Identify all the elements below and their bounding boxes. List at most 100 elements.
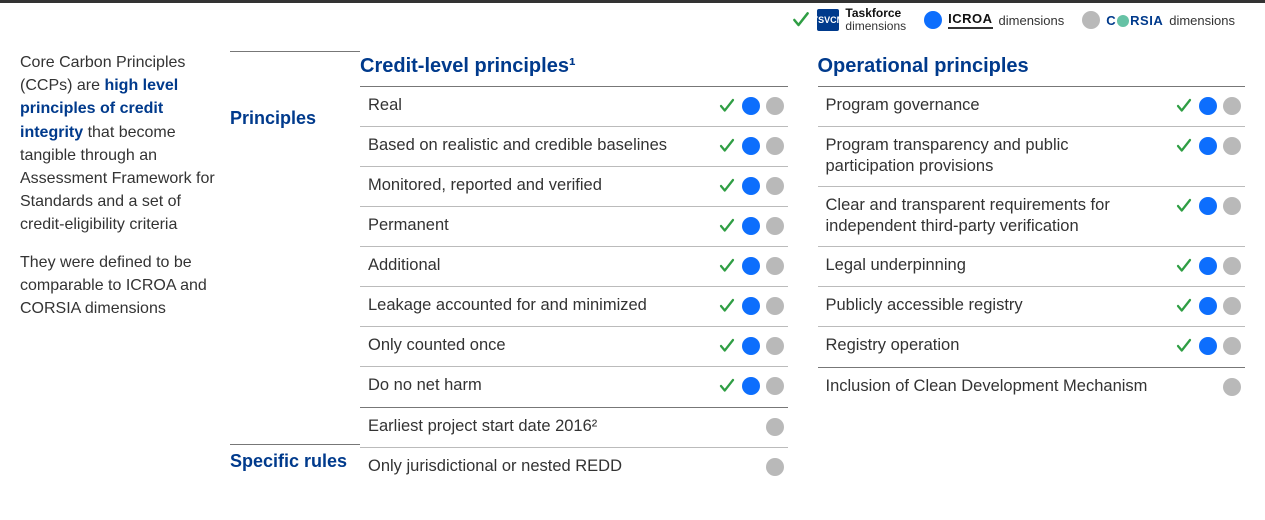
columns-wrapper: Principles Specific rules Credit-level p…	[230, 51, 1245, 488]
grey-dot-icon	[766, 137, 784, 155]
legend-corsia-wordmark: C RSIA	[1106, 13, 1163, 28]
right-column: Operational principles Program governanc…	[818, 51, 1246, 488]
table-row: Program governance	[818, 87, 1246, 127]
entry-label: Real	[368, 95, 699, 116]
table-row: Earliest project start date 2016²	[360, 408, 788, 448]
data-columns: Credit-level principles¹ Real Based on re…	[360, 51, 1245, 488]
legend-icroa-label: dimensions	[999, 13, 1065, 28]
corsia-suffix: RSIA	[1130, 13, 1163, 28]
check-icon	[718, 177, 736, 195]
table-row: Do no net harm	[360, 367, 788, 407]
check-icon	[718, 97, 736, 115]
indicators	[709, 375, 784, 395]
entry-label: Additional	[368, 255, 699, 276]
legend-icroa: ICROA dimensions	[924, 11, 1064, 29]
indicators	[709, 295, 784, 315]
indicators	[709, 215, 784, 235]
table-row: Publicly accessible registry	[818, 287, 1246, 327]
indicators	[709, 416, 784, 436]
left-rules-list: Earliest project start date 2016² Only ju…	[360, 407, 788, 488]
check-icon	[718, 297, 736, 315]
table-row: Program transparency and public particip…	[818, 127, 1246, 187]
blue-dot-icon	[1199, 257, 1217, 275]
entry-label: Monitored, reported and verified	[368, 175, 699, 196]
grey-dot-icon	[766, 418, 784, 436]
entry-label: Program governance	[826, 95, 1157, 116]
grey-dot-icon	[766, 177, 784, 195]
entry-label: Registry operation	[826, 335, 1157, 356]
corsia-prefix: C	[1106, 13, 1116, 28]
indicators	[1166, 95, 1241, 115]
grey-dot-icon	[766, 377, 784, 395]
indicators	[709, 456, 784, 476]
grey-dot-icon	[766, 257, 784, 275]
table-row: Based on realistic and credible baseline…	[360, 127, 788, 167]
indicators	[1166, 295, 1241, 315]
legend-corsia: CRSIA dimensions	[1082, 11, 1235, 29]
legend-icroa-text: ICROA	[948, 11, 992, 26]
grey-dot-icon	[766, 458, 784, 476]
check-icon	[718, 257, 736, 275]
check-icon	[1175, 97, 1193, 115]
blue-dot-icon	[742, 257, 760, 275]
sidebar-para-2: They were defined to be comparable to IC…	[20, 251, 220, 321]
left-principles-list: Real Based on realistic and credible base…	[360, 86, 788, 407]
check-icon	[718, 137, 736, 155]
entry-label: Only jurisdictional or nested REDD	[368, 456, 699, 477]
blue-dot-icon	[1199, 97, 1217, 115]
indicators	[709, 95, 784, 115]
check-icon	[1175, 137, 1193, 155]
grey-dot-icon	[766, 217, 784, 235]
right-principles-list: Program governance Program transparency a…	[818, 86, 1246, 367]
grey-dot-icon	[1223, 97, 1241, 115]
table-row: Permanent	[360, 207, 788, 247]
right-rules-list: Inclusion of Clean Development Mechanism	[818, 367, 1246, 408]
entry-label: Do no net harm	[368, 375, 699, 396]
right-column-header: Operational principles	[818, 51, 1246, 86]
blue-dot-icon	[742, 137, 760, 155]
table-row: Inclusion of Clean Development Mechanism	[818, 368, 1246, 408]
grey-dot-icon	[1223, 378, 1241, 396]
table-row: Legal underpinning	[818, 247, 1246, 287]
table-row: Leakage accounted for and minimized	[360, 287, 788, 327]
check-icon	[718, 337, 736, 355]
grey-dot-icon	[1223, 257, 1241, 275]
left-column-header: Credit-level principles¹	[360, 51, 788, 86]
page: Core Carbon Principles (CCPs) are high l…	[0, 3, 1265, 488]
table-row: Monitored, reported and verified	[360, 167, 788, 207]
row-labels-column: Principles Specific rules	[230, 51, 360, 488]
indicators	[1166, 195, 1241, 215]
blue-dot-icon	[1199, 337, 1217, 355]
sidebar-text: Core Carbon Principles (CCPs) are high l…	[20, 21, 220, 488]
check-icon	[1175, 337, 1193, 355]
table-row: Only counted once	[360, 327, 788, 367]
table-row: Real	[360, 87, 788, 127]
indicators	[1166, 335, 1241, 355]
table-row: Clear and transparent requirements for i…	[818, 187, 1246, 247]
indicators	[709, 255, 784, 275]
left-column: Credit-level principles¹ Real Based on re…	[360, 51, 788, 488]
table-row: Registry operation	[818, 327, 1246, 367]
grey-dot-icon	[1223, 137, 1241, 155]
indicators	[1166, 255, 1241, 275]
check-icon	[718, 217, 736, 235]
legend-taskforce: TSVCM Taskforce dimensions	[791, 7, 906, 33]
entry-label: Program transparency and public particip…	[826, 135, 1157, 178]
legend-taskforce-line2: dimensions	[845, 20, 906, 33]
globe-icon	[1117, 15, 1129, 27]
table-row: Only jurisdictional or nested REDD	[360, 448, 788, 488]
grey-dot-icon	[1223, 197, 1241, 215]
indicators	[1166, 135, 1241, 155]
indicators	[709, 175, 784, 195]
taskforce-badge: TSVCM	[817, 9, 839, 31]
grey-dot-icon	[766, 297, 784, 315]
entry-label: Permanent	[368, 215, 699, 236]
check-icon	[718, 377, 736, 395]
blue-dot-icon	[742, 217, 760, 235]
table-row: Additional	[360, 247, 788, 287]
entry-label: Clear and transparent requirements for i…	[826, 195, 1157, 238]
indicators	[709, 135, 784, 155]
blue-dot-icon	[742, 177, 760, 195]
legend-icroa-wordmark: ICROA	[948, 11, 992, 29]
entry-label: Earliest project start date 2016²	[368, 416, 699, 437]
